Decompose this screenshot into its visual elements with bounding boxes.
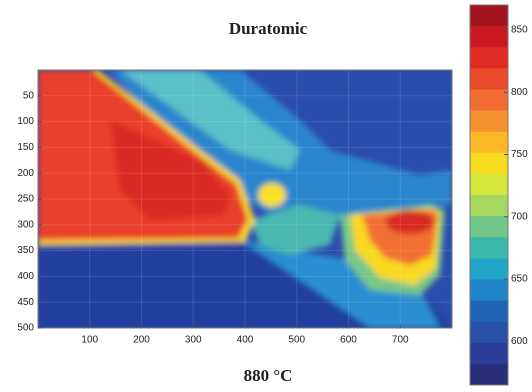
colorbar-band (470, 47, 508, 69)
y-tick-label: 350 (17, 245, 34, 256)
x-tick-label: 100 (81, 335, 98, 346)
colorbar-band (470, 89, 508, 111)
colorbar-band (470, 195, 508, 217)
y-tick-label: 250 (17, 194, 34, 205)
y-tick-label: 50 (23, 90, 35, 101)
colorbar-tick-label: 800 (511, 87, 528, 98)
caption: 880 °C (244, 366, 293, 385)
colorbar-band (470, 322, 508, 344)
x-tick-label: 200 (133, 335, 150, 346)
colorbar-band (470, 343, 508, 365)
colorbar-band (470, 364, 508, 386)
colorbar-band (470, 216, 508, 238)
colorbar-band (470, 174, 508, 196)
x-tick-label: 400 (237, 335, 254, 346)
colorbar-tick-label: 850 (511, 25, 528, 36)
chart: Duratomic 880 °C 100 200 300 400 500 600 700 50… (0, 0, 532, 387)
y-tick-label: 200 (17, 168, 34, 179)
colorbar-band (470, 279, 508, 301)
x-tick-label: 700 (392, 335, 409, 346)
colorbar-tick-label: 750 (511, 149, 528, 160)
y-tick-label: 500 (17, 323, 34, 334)
colorbar-band (470, 5, 508, 27)
colorbar-band (470, 132, 508, 154)
chart-title: Duratomic (229, 19, 308, 38)
y-tick-label: 300 (17, 219, 34, 230)
colorbar-band (470, 26, 508, 48)
colorbar-band (470, 258, 508, 280)
x-tick-label: 600 (340, 335, 357, 346)
x-tick-label: 300 (185, 335, 202, 346)
colorbar-band (470, 68, 508, 90)
x-tick-label: 500 (288, 335, 305, 346)
colorbar-tick-label: 700 (511, 211, 528, 222)
y-tick-label: 450 (17, 297, 34, 308)
colorbar-band (470, 237, 508, 259)
colorbar-band (470, 111, 508, 133)
thermal-image (38, 70, 452, 328)
y-tick-label: 150 (17, 142, 34, 153)
y-tick-label: 400 (17, 271, 34, 282)
y-tick-label: 100 (17, 116, 34, 127)
colorbar-band (470, 301, 508, 323)
colorbar-band (470, 153, 508, 175)
colorbar-tick-label: 650 (511, 274, 528, 285)
colorbar-tick-label: 600 (511, 336, 528, 347)
